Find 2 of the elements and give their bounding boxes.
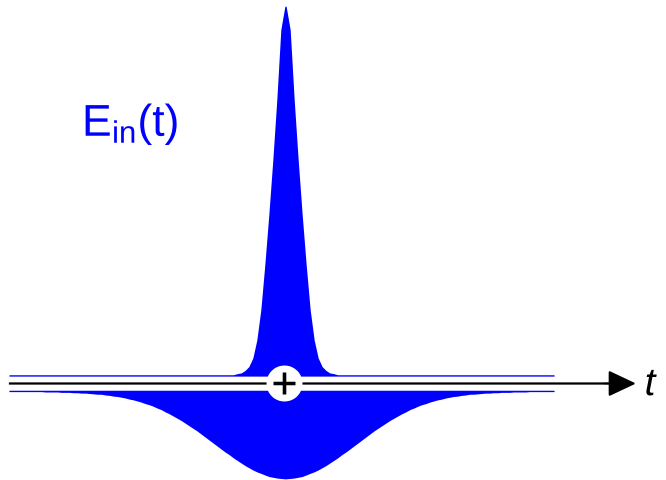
y-axis-title: E$_{in}$(t) xyxy=(86,104,177,145)
x-axis-title: t xyxy=(646,370,657,396)
